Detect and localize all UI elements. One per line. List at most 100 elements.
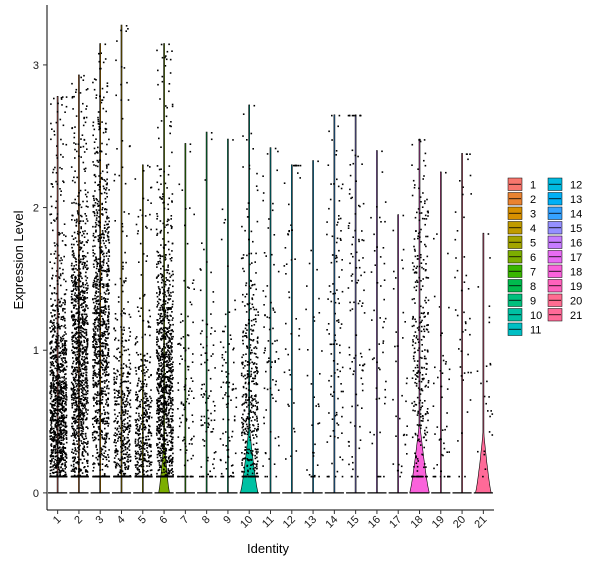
- data-point: [134, 178, 137, 180]
- data-point: [80, 440, 83, 442]
- data-point: [169, 298, 172, 300]
- data-point: [129, 424, 132, 426]
- data-point: [116, 427, 119, 430]
- data-point: [97, 475, 99, 478]
- data-point: [50, 418, 52, 421]
- data-point: [77, 424, 80, 426]
- data-point: [61, 366, 63, 368]
- data-point: [165, 58, 168, 61]
- data-point: [60, 466, 62, 469]
- data-point: [56, 398, 58, 401]
- data-point: [71, 297, 74, 300]
- data-point: [107, 260, 110, 262]
- data-point: [73, 231, 76, 234]
- data-point: [63, 376, 65, 378]
- data-point: [54, 446, 56, 448]
- data-point: [104, 330, 107, 333]
- data-point: [136, 464, 139, 466]
- data-point: [50, 445, 53, 447]
- data-point: [77, 195, 79, 197]
- data-point: [141, 385, 144, 388]
- data-point: [163, 244, 166, 246]
- data-point: [56, 475, 59, 478]
- data-point: [102, 239, 104, 242]
- data-point: [76, 362, 78, 364]
- data-point: [54, 458, 56, 461]
- data-point: [108, 138, 110, 141]
- data-point: [52, 404, 54, 406]
- data-point: [161, 358, 164, 361]
- data-point: [99, 172, 102, 175]
- data-point: [99, 335, 102, 337]
- data-point: [58, 399, 60, 402]
- data-point: [61, 458, 63, 460]
- data-point: [55, 377, 57, 379]
- data-point: [99, 323, 101, 326]
- data-point: [53, 427, 55, 430]
- data-point: [106, 178, 108, 181]
- data-point: [70, 372, 73, 375]
- data-point: [57, 308, 59, 310]
- data-point: [140, 423, 142, 425]
- data-point: [126, 422, 129, 424]
- data-point: [80, 333, 83, 336]
- data-point: [171, 306, 174, 308]
- data-point: [94, 375, 97, 377]
- data-point: [148, 424, 150, 427]
- data-point: [99, 127, 101, 130]
- data-point: [75, 461, 77, 464]
- data-point: [62, 382, 65, 385]
- data-point: [98, 454, 100, 457]
- data-point: [84, 297, 87, 300]
- data-point: [156, 165, 159, 167]
- data-point: [102, 323, 104, 326]
- data-point: [168, 378, 171, 380]
- data-point: [162, 238, 164, 240]
- data-point: [85, 271, 87, 274]
- data-point: [81, 289, 83, 292]
- data-point: [171, 374, 173, 377]
- data-point: [71, 457, 74, 459]
- data-point: [53, 97, 55, 100]
- data-point: [168, 248, 170, 251]
- data-point: [145, 409, 147, 411]
- data-point: [162, 334, 164, 336]
- data-point: [98, 216, 100, 218]
- data-point: [63, 410, 66, 413]
- data-point: [85, 378, 88, 381]
- data-point: [100, 350, 103, 352]
- data-point: [136, 399, 139, 402]
- data-point: [81, 432, 83, 434]
- data-point: [97, 111, 100, 113]
- data-point: [54, 399, 56, 402]
- data-point: [162, 265, 164, 268]
- data-point: [102, 390, 104, 392]
- data-point: [63, 234, 65, 236]
- data-point: [59, 416, 61, 418]
- data-point: [79, 327, 82, 329]
- data-point: [81, 382, 83, 384]
- data-point: [63, 385, 66, 387]
- data-point: [53, 448, 55, 451]
- data-point: [57, 421, 60, 424]
- data-point: [76, 312, 78, 314]
- data-point: [92, 195, 95, 197]
- data-point: [121, 340, 123, 342]
- data-point: [60, 97, 63, 99]
- data-point: [101, 402, 103, 405]
- data-point: [172, 426, 174, 429]
- data-point: [85, 362, 87, 364]
- data-point: [73, 142, 75, 144]
- data-point: [81, 351, 83, 353]
- data-point: [84, 450, 86, 452]
- data-point: [95, 310, 97, 313]
- data-point: [75, 331, 78, 333]
- data-point: [161, 328, 164, 331]
- data-point: [99, 150, 101, 153]
- data-point: [114, 427, 117, 430]
- data-point: [101, 463, 104, 465]
- data-point: [158, 168, 161, 171]
- data-point: [78, 389, 80, 391]
- data-point: [73, 305, 76, 307]
- data-point: [124, 400, 127, 403]
